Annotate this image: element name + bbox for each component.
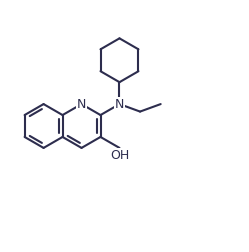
Text: OH: OH	[110, 149, 129, 162]
Text: N: N	[115, 98, 124, 111]
Text: N: N	[77, 98, 86, 111]
